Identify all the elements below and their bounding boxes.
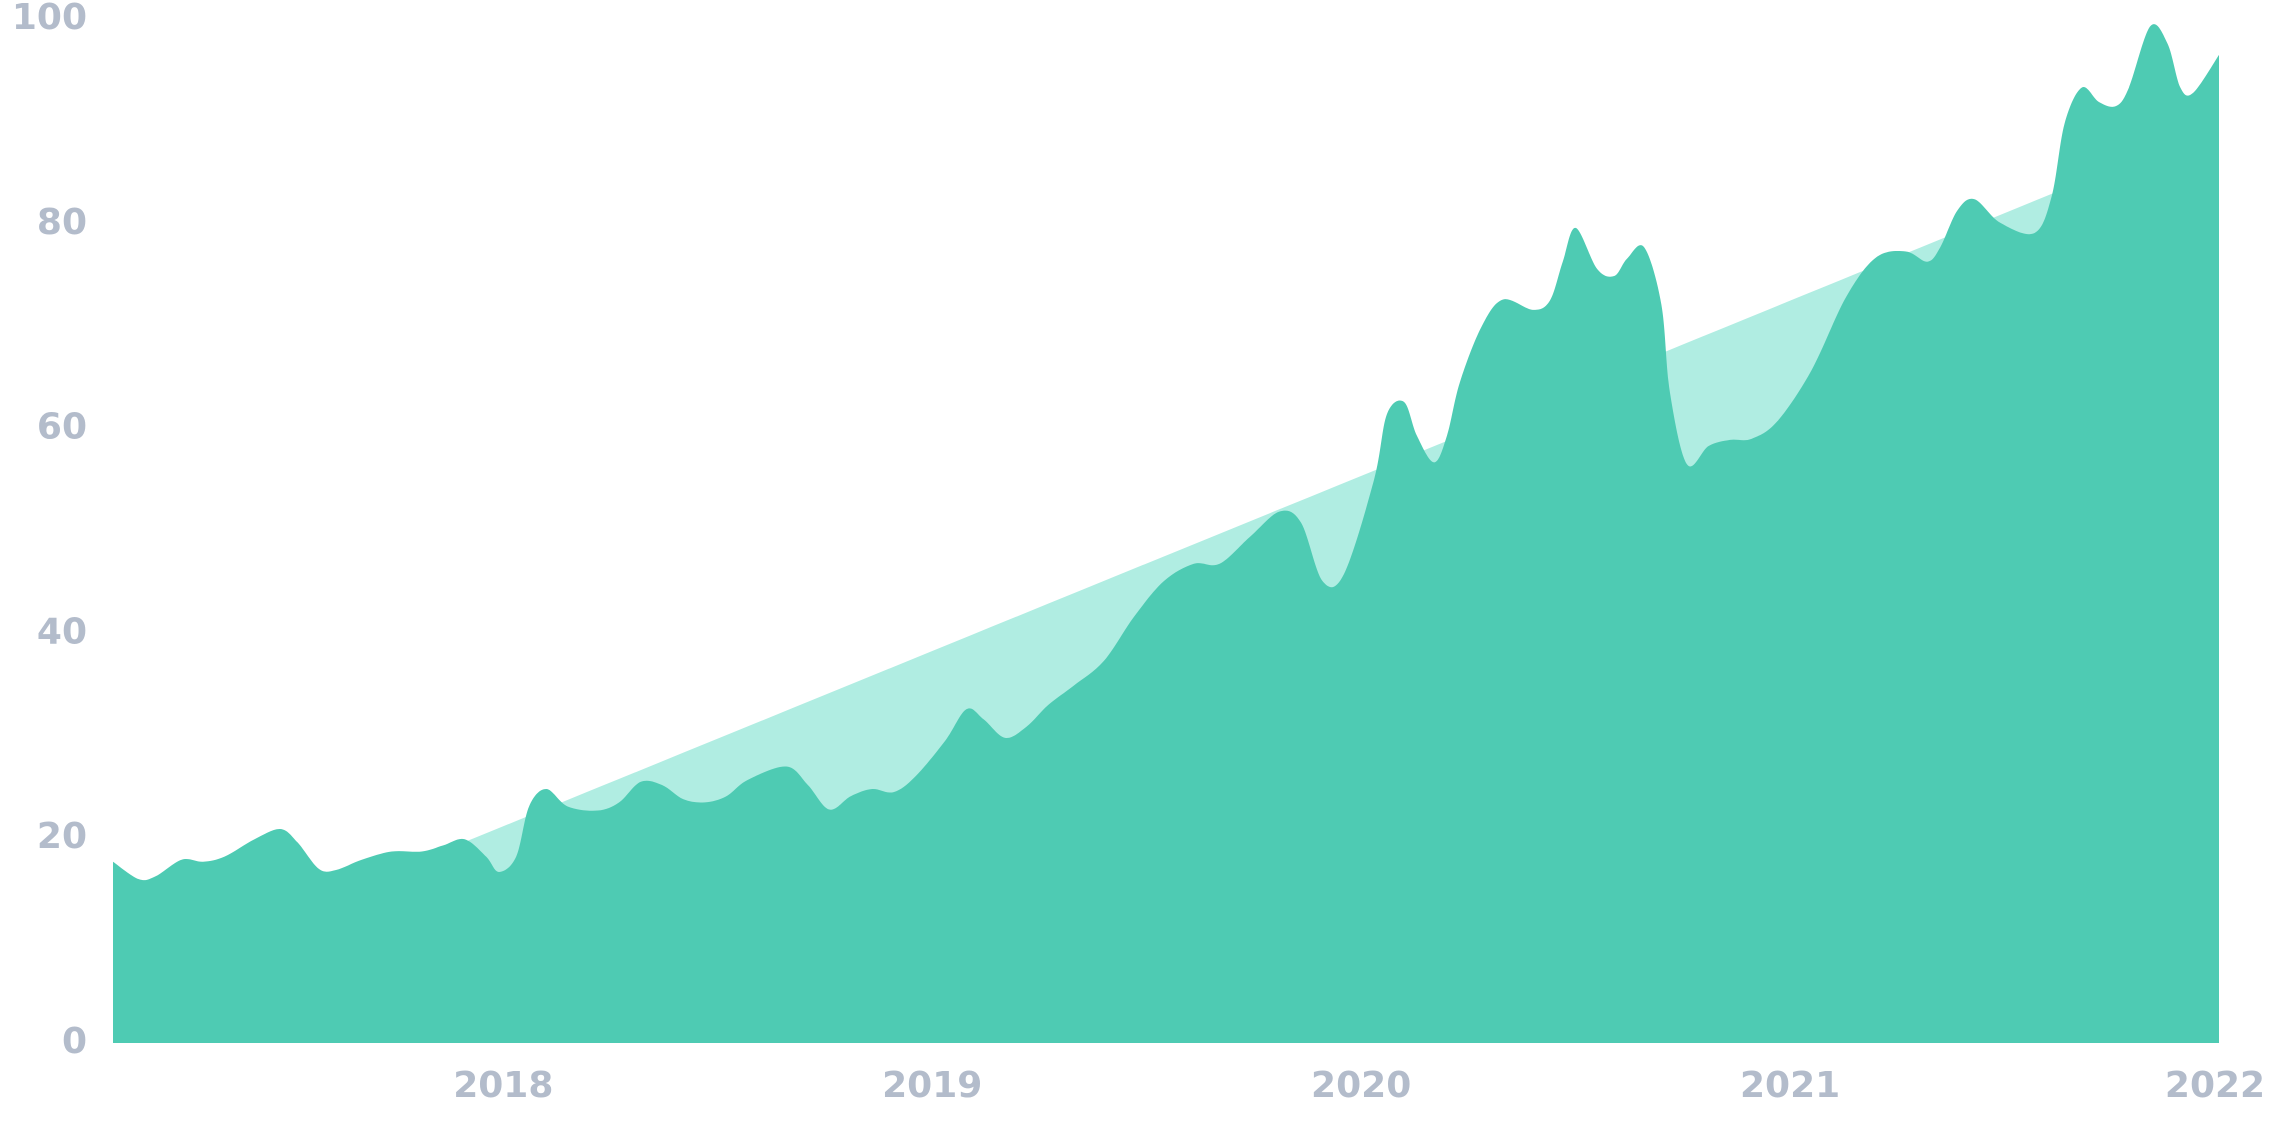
x-tick-label: 2018 [453, 1065, 553, 1106]
y-tick-label: 0 [62, 1021, 87, 1062]
y-tick-label: 100 [12, 0, 87, 38]
y-tick-label: 80 [37, 202, 87, 243]
y-tick-label: 20 [37, 816, 87, 857]
x-tick-label: 2022 [2165, 1065, 2265, 1106]
area [113, 24, 2219, 1043]
x-tick-label: 2020 [1311, 1065, 1411, 1106]
y-tick-label: 60 [37, 407, 87, 448]
x-tick-label: 2019 [882, 1065, 982, 1106]
y-tick-label: 40 [37, 611, 87, 652]
x-tick-label: 2021 [1740, 1065, 1840, 1106]
